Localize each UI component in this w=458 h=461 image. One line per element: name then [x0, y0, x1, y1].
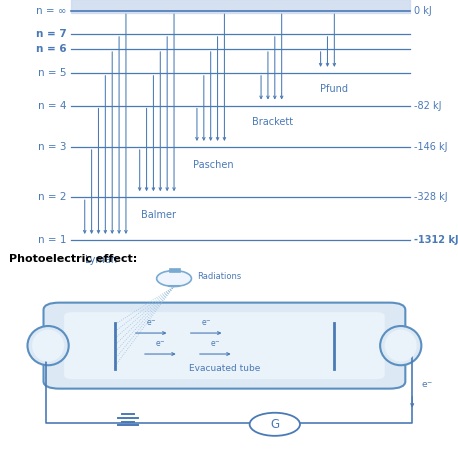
FancyBboxPatch shape — [64, 312, 385, 379]
Ellipse shape — [385, 330, 417, 362]
Text: e$^{-}$: e$^{-}$ — [155, 339, 166, 349]
Text: n = 2: n = 2 — [38, 192, 66, 202]
Bar — [71, 0, 410, 12]
Ellipse shape — [32, 330, 64, 362]
Text: Paschen: Paschen — [193, 160, 233, 170]
Text: e$^{-}$: e$^{-}$ — [201, 318, 212, 328]
Text: n = 5: n = 5 — [38, 68, 66, 78]
Text: -82 kJ: -82 kJ — [414, 100, 442, 111]
Text: n = 7: n = 7 — [36, 29, 66, 39]
Text: Radiations: Radiations — [197, 272, 241, 281]
Text: e$^{-}$: e$^{-}$ — [146, 318, 157, 328]
Bar — [169, 268, 180, 272]
Text: G: G — [270, 418, 279, 431]
Circle shape — [157, 271, 191, 286]
Text: -328 kJ: -328 kJ — [414, 192, 448, 202]
Ellipse shape — [380, 326, 421, 365]
Text: n = 1: n = 1 — [38, 235, 66, 245]
Text: n = 4: n = 4 — [38, 100, 66, 111]
Text: Photoelectric effect:: Photoelectric effect: — [9, 254, 137, 265]
Text: -146 kJ: -146 kJ — [414, 142, 448, 152]
FancyBboxPatch shape — [44, 302, 405, 389]
Ellipse shape — [27, 326, 69, 365]
Text: 0 kJ: 0 kJ — [414, 6, 432, 16]
Text: Lyman: Lyman — [85, 255, 117, 265]
Text: Evacuated tube: Evacuated tube — [189, 364, 260, 373]
Text: Brackett: Brackett — [252, 117, 293, 127]
Text: Pfund: Pfund — [320, 84, 349, 94]
Text: e$^{-}$: e$^{-}$ — [210, 339, 221, 349]
Text: n = ∞: n = ∞ — [36, 6, 66, 16]
Text: n = 6: n = 6 — [36, 44, 66, 54]
Circle shape — [250, 413, 300, 436]
Text: Balmer: Balmer — [141, 210, 175, 220]
Text: e$^{-}$: e$^{-}$ — [421, 381, 434, 390]
Text: n = 3: n = 3 — [38, 142, 66, 152]
Text: -1312 kJ: -1312 kJ — [414, 235, 458, 245]
